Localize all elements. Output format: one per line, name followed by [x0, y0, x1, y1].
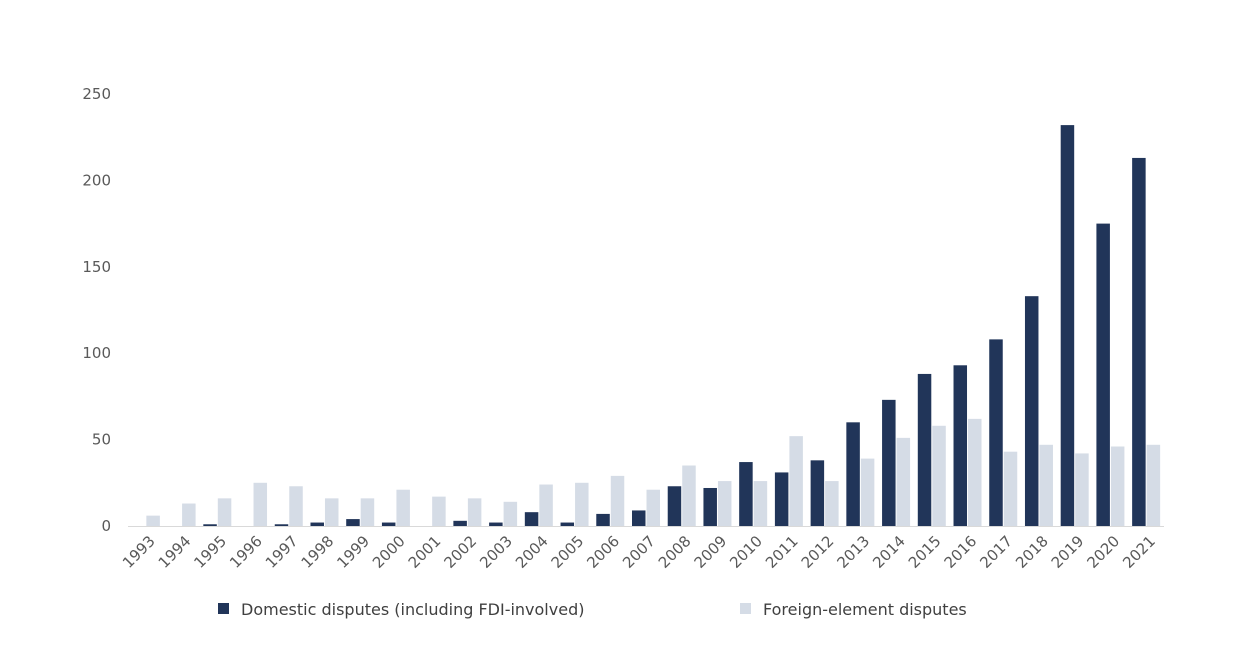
bar-domestic: [882, 399, 896, 526]
bar-foreign: [324, 498, 339, 526]
x-tick-label: 2001: [405, 532, 445, 572]
bar-foreign: [432, 496, 446, 526]
bar-foreign: [968, 418, 982, 526]
bar-domestic: [989, 339, 1003, 526]
x-axis-ticks: 1993199419951996199719981999200020012002…: [119, 532, 1159, 572]
legend-label-domestic: Domestic disputes (including FDI-involve…: [241, 600, 584, 619]
bar-foreign: [1039, 444, 1053, 526]
bar-domestic: [596, 513, 610, 526]
legend-swatch-foreign: [740, 603, 751, 614]
bar-foreign: [860, 458, 875, 526]
bar-domestic: [346, 519, 360, 526]
bar-foreign: [217, 498, 232, 526]
x-tick-label: 2010: [726, 532, 766, 572]
x-tick-label: 1996: [226, 532, 266, 572]
x-tick-label: 1993: [119, 532, 159, 572]
x-tick-label: 2015: [905, 532, 945, 572]
y-tick-label: 100: [82, 344, 111, 362]
x-tick-label: 2017: [976, 532, 1016, 572]
y-tick-label: 200: [82, 171, 111, 189]
bar-foreign: [289, 486, 303, 526]
bar-domestic: [810, 460, 825, 526]
bar-foreign: [753, 481, 768, 526]
y-tick-label: 0: [101, 517, 111, 535]
bar-foreign: [182, 503, 196, 526]
x-tick-label: 2011: [762, 532, 802, 572]
x-tick-label: 2004: [512, 532, 552, 572]
bar-domestic: [739, 462, 753, 526]
x-tick-label: 2018: [1012, 532, 1052, 572]
x-tick-label: 2003: [476, 532, 516, 572]
y-tick-label: 150: [82, 258, 111, 276]
bar-foreign: [682, 465, 696, 526]
bar-foreign: [146, 515, 160, 526]
x-tick-label: 2016: [941, 532, 981, 572]
bar-foreign: [717, 481, 732, 526]
bar-domestic: [632, 510, 646, 526]
legend: Domestic disputes (including FDI-involve…: [218, 600, 967, 619]
bar-domestic: [703, 487, 717, 526]
bar-domestic: [953, 365, 968, 526]
bar-foreign: [1110, 446, 1125, 526]
x-tick-label: 1999: [333, 532, 373, 572]
y-tick-label: 250: [82, 85, 111, 103]
bar-foreign: [360, 498, 375, 526]
bar-domestic: [453, 520, 467, 526]
x-tick-label: 2014: [869, 532, 909, 572]
x-tick-label: 2009: [691, 532, 731, 572]
x-tick-label: 1995: [190, 532, 230, 572]
x-tick-label: 2013: [833, 532, 873, 572]
x-tick-label: 2006: [583, 532, 623, 572]
bar-foreign: [1075, 453, 1089, 526]
x-tick-label: 2007: [619, 532, 659, 572]
bar-domestic: [381, 522, 396, 526]
bar-foreign: [575, 482, 589, 526]
x-tick-label: 2021: [1119, 532, 1159, 572]
bar-foreign: [825, 481, 839, 526]
x-tick-label: 1994: [155, 532, 195, 572]
x-tick-label: 2005: [548, 532, 588, 572]
legend-label-foreign: Foreign-element disputes: [763, 600, 967, 619]
bar-domestic: [524, 512, 539, 526]
bar-foreign: [896, 437, 911, 526]
bar-foreign: [539, 484, 553, 526]
bar-domestic: [846, 422, 860, 526]
legend-swatch-domestic: [218, 603, 229, 614]
bar-foreign: [1146, 444, 1161, 526]
bar-foreign: [789, 436, 803, 526]
bar-domestic: [1132, 157, 1146, 526]
bar-foreign: [646, 489, 660, 526]
bar-foreign: [467, 498, 482, 526]
bar-foreign: [1003, 451, 1018, 526]
bar-foreign: [253, 482, 268, 526]
x-tick-label: 1997: [262, 532, 302, 572]
bar-domestic: [310, 522, 324, 526]
bar-domestic: [917, 373, 932, 526]
bar-domestic: [560, 522, 575, 526]
bar-domestic: [1096, 223, 1110, 526]
bar-domestic: [1024, 296, 1039, 526]
bar-foreign: [396, 489, 410, 526]
bar-domestic: [1060, 125, 1075, 526]
bar-foreign: [503, 501, 518, 526]
bar-domestic: [774, 472, 789, 526]
bar-foreign: [610, 475, 625, 526]
bar-domestic: [274, 524, 289, 526]
bar-domestic: [489, 522, 503, 526]
x-tick-label: 2008: [655, 532, 695, 572]
x-tick-label: 2002: [440, 532, 480, 572]
x-tick-label: 2020: [1084, 532, 1124, 572]
x-tick-label: 2000: [369, 532, 409, 572]
y-axis-ticks: 0 50 100 150 200 250: [82, 85, 111, 535]
y-tick-label: 50: [92, 431, 111, 449]
x-tick-label: 2012: [798, 532, 838, 572]
bars: [146, 125, 1161, 526]
bar-foreign: [932, 425, 946, 526]
x-tick-label: 1998: [298, 532, 338, 572]
bar-domestic: [667, 486, 682, 526]
x-tick-label: 2019: [1048, 532, 1088, 572]
bar-domestic: [203, 524, 217, 526]
